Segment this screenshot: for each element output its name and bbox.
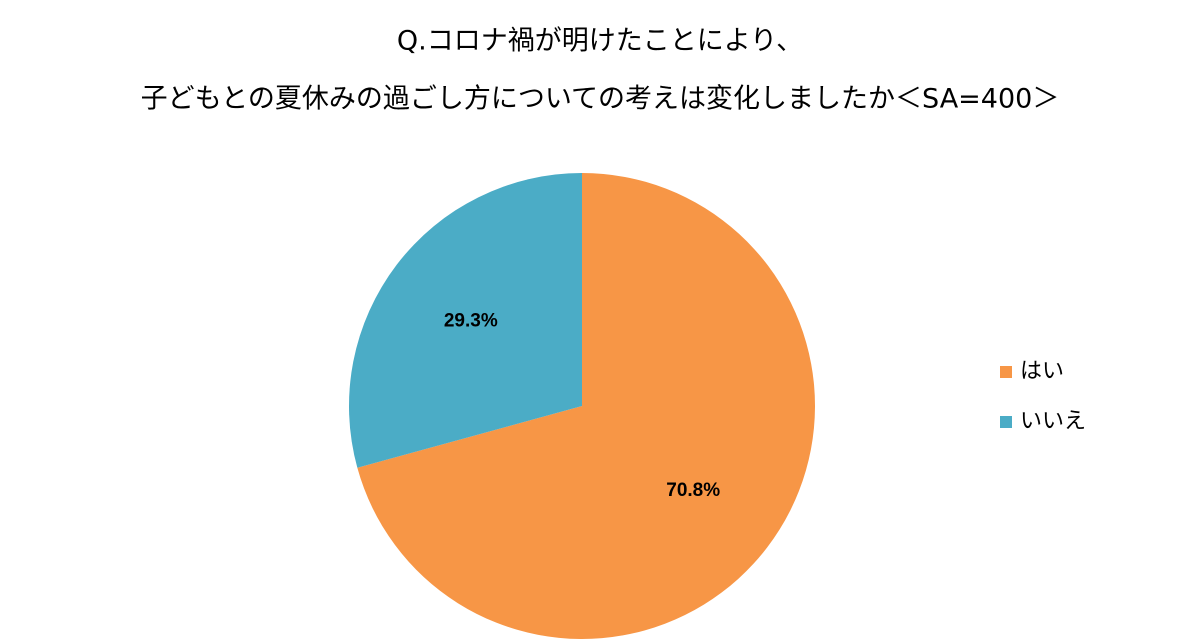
legend-swatch xyxy=(1000,416,1012,428)
pie-slice xyxy=(357,173,816,640)
chart-title: Q.コロナ禍が明けたことにより、 xyxy=(397,26,803,57)
chart-title: 子どもとの夏休みの過ごし方についての考えは変化しましたか＜SA=400＞ xyxy=(141,84,1060,115)
legend-swatch xyxy=(1000,366,1012,378)
legend-label: いいえ xyxy=(1020,409,1086,434)
data-label: 29.3% xyxy=(444,310,498,331)
pie-slice xyxy=(349,173,582,468)
legend-label: はい xyxy=(1020,359,1064,384)
data-label: 70.8% xyxy=(666,480,720,501)
